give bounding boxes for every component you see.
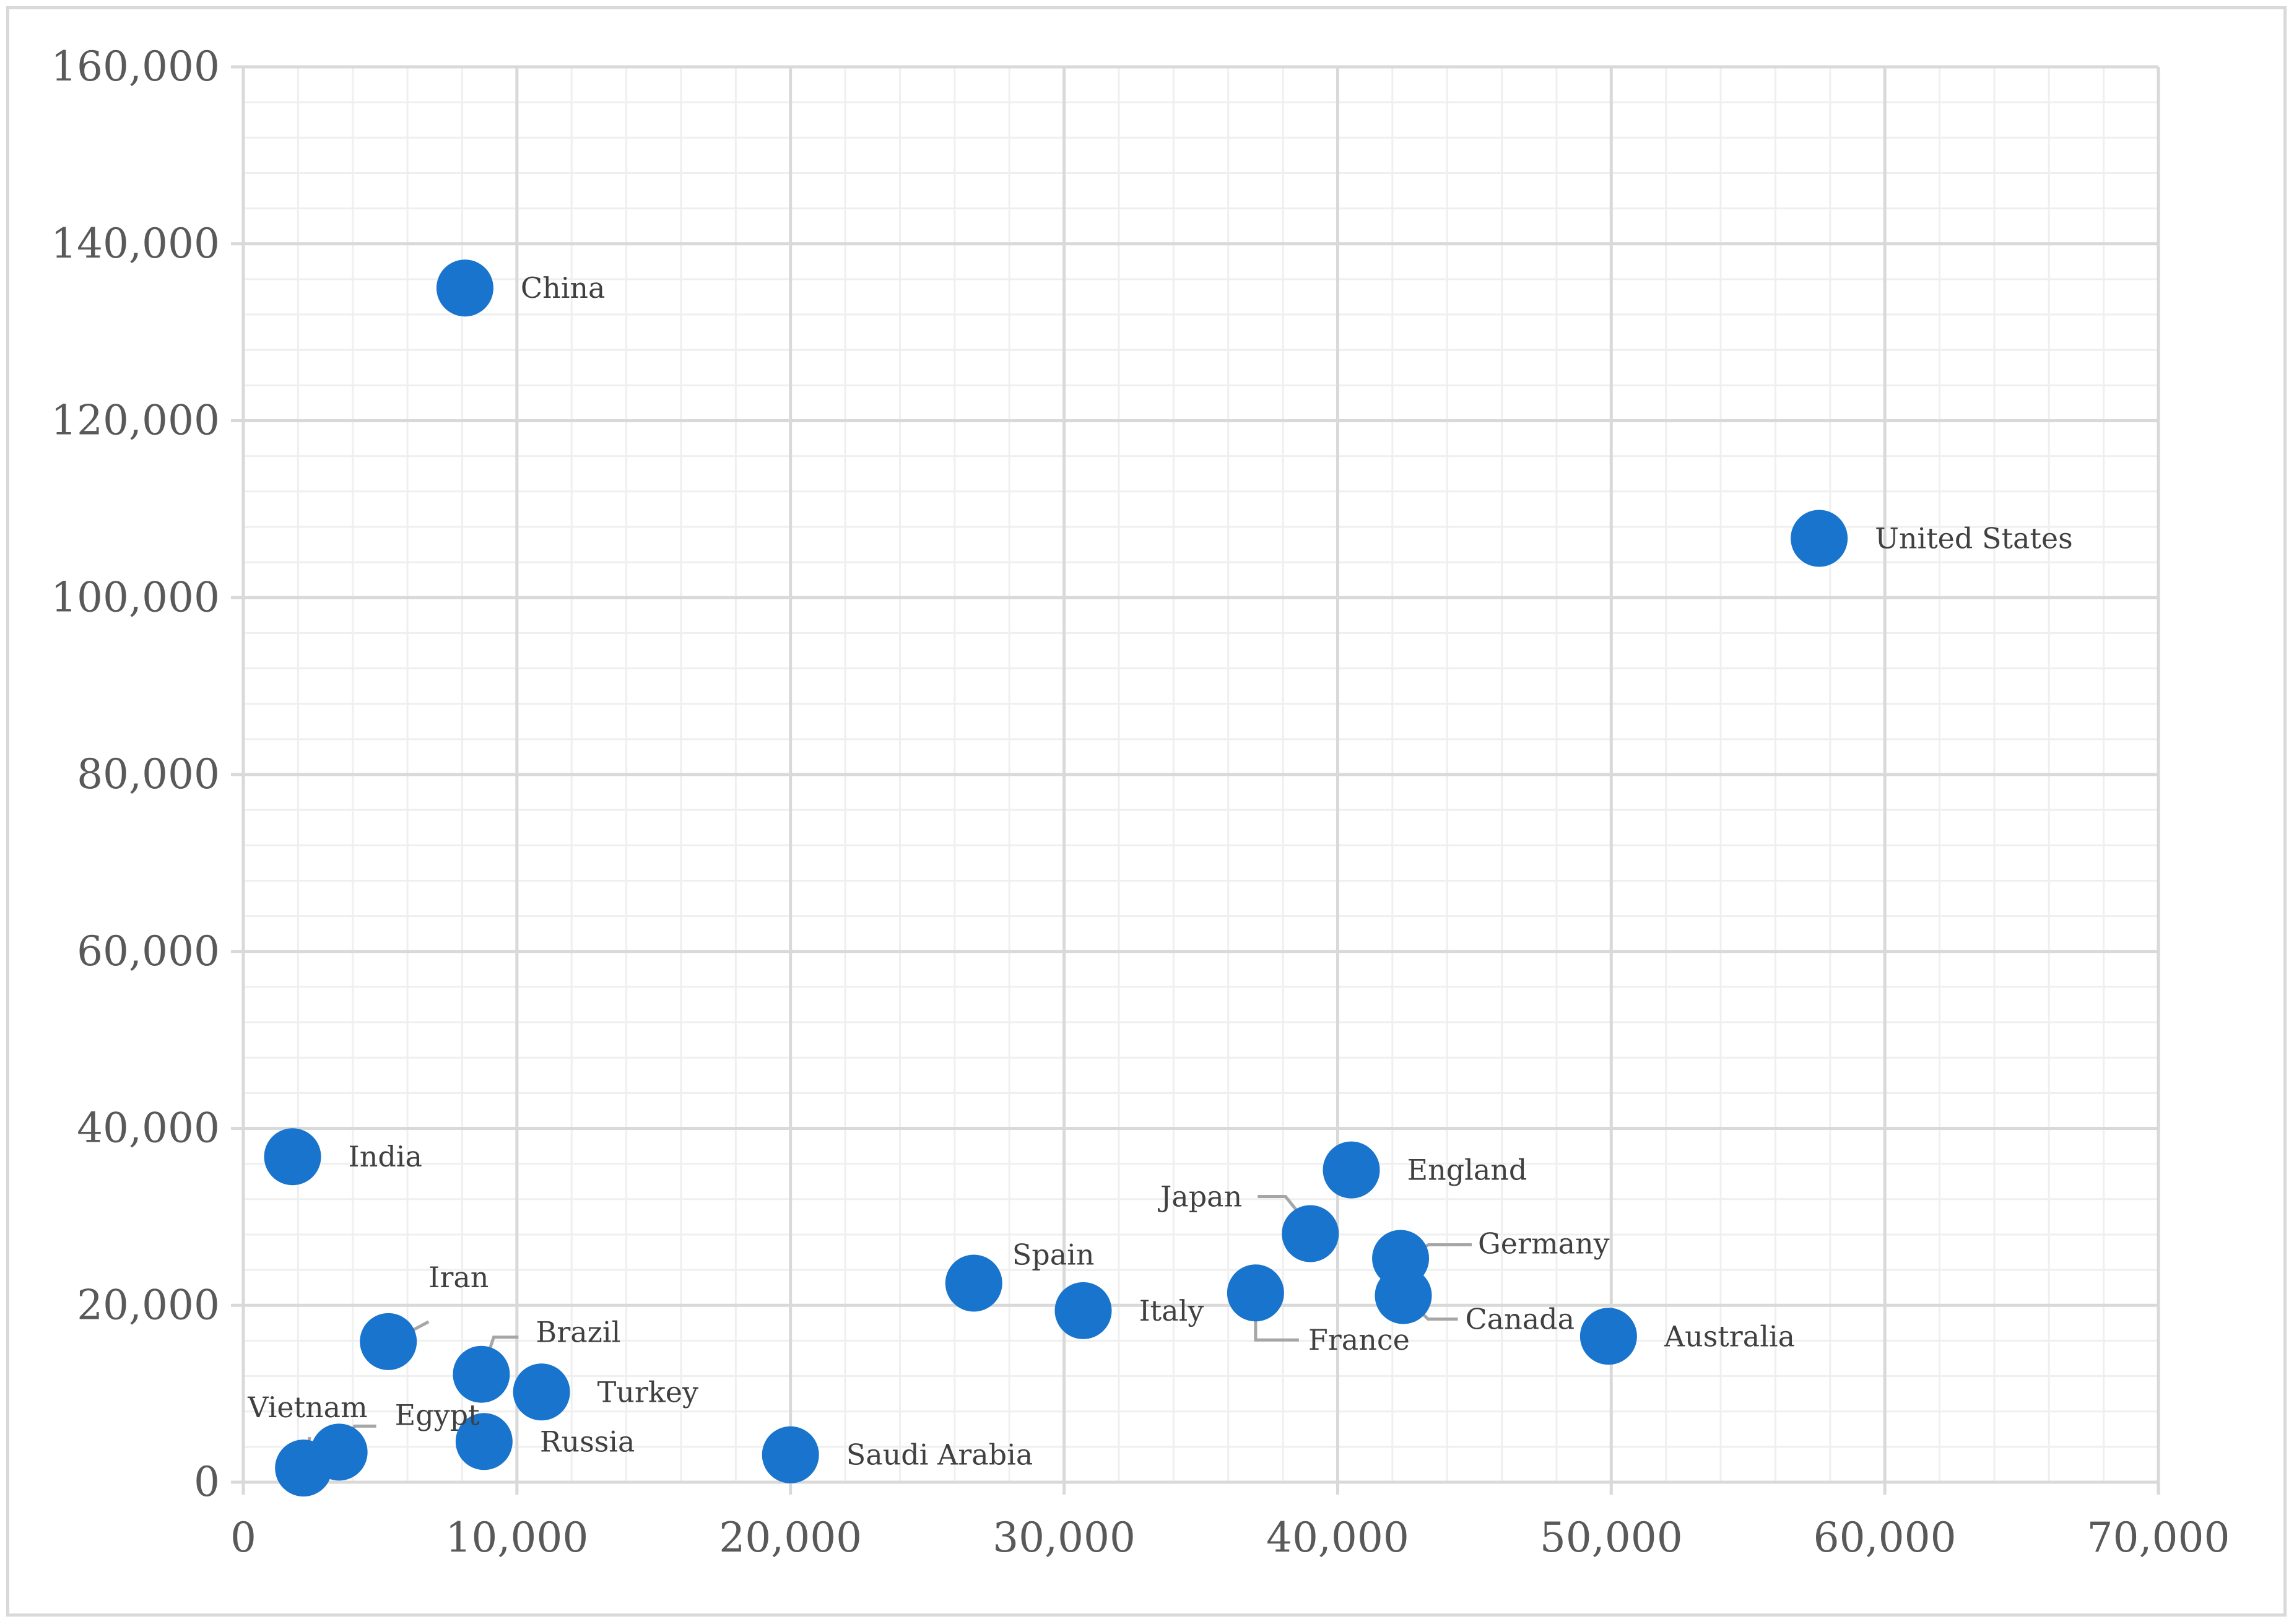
label-india: India xyxy=(349,1140,422,1173)
point-brazil xyxy=(453,1345,510,1403)
point-iran xyxy=(360,1313,417,1370)
label-spain: Spain xyxy=(1012,1238,1095,1272)
x-tick-label: 0 xyxy=(230,1514,256,1561)
label-iran: Iran xyxy=(428,1261,489,1294)
point-japan xyxy=(1282,1205,1339,1262)
data-labels: China United States India England Japan Germa… xyxy=(247,271,2073,1472)
label-russia: Russia xyxy=(540,1425,635,1458)
label-germany: Germany xyxy=(1478,1227,1610,1261)
label-china: China xyxy=(521,271,606,305)
y-tick-label: 20,000 xyxy=(77,1281,220,1329)
point-italy xyxy=(1054,1282,1112,1339)
x-tick-label: 60,000 xyxy=(1814,1514,1957,1561)
point-saudi-arabia xyxy=(762,1426,819,1483)
y-tick-label: 80,000 xyxy=(77,750,220,798)
label-egypt: Egypt xyxy=(395,1398,480,1431)
label-france: France xyxy=(1308,1323,1410,1357)
point-australia xyxy=(1579,1308,1637,1365)
point-turkey xyxy=(513,1363,570,1421)
x-axis-tick-labels: 0 10,000 20,000 30,000 40,000 50,000 60,000 70,… xyxy=(230,1514,2230,1561)
label-turkey: Turkey xyxy=(597,1375,698,1409)
label-australia: Australia xyxy=(1664,1319,1795,1353)
y-tick-label: 60,000 xyxy=(77,927,220,975)
point-spain xyxy=(945,1254,1002,1312)
x-tick-label: 40,000 xyxy=(1266,1514,1409,1561)
label-japan: Japan xyxy=(1158,1180,1242,1214)
x-tick-label: 30,000 xyxy=(993,1514,1136,1561)
y-tick-label: 120,000 xyxy=(51,397,220,445)
point-china xyxy=(436,259,493,317)
y-tick-label: 160,000 xyxy=(51,43,220,90)
point-france xyxy=(1227,1264,1284,1322)
label-england: England xyxy=(1407,1153,1527,1187)
label-vietnam: Vietnam xyxy=(247,1391,368,1424)
point-vietnam xyxy=(275,1439,332,1497)
label-saudi-arabia: Saudi Arabia xyxy=(846,1438,1033,1472)
y-axis-tick-labels: 0 20,000 40,000 60,000 80,000 100,000 120,000 1… xyxy=(51,43,220,1506)
point-india xyxy=(264,1128,321,1186)
point-russia xyxy=(455,1413,513,1470)
y-tick-label: 100,000 xyxy=(51,573,220,621)
y-tick-label: 140,000 xyxy=(51,220,220,267)
label-brazil: Brazil xyxy=(536,1316,620,1349)
point-england xyxy=(1323,1141,1380,1199)
label-united-states: United States xyxy=(1875,522,2073,555)
x-tick-label: 20,000 xyxy=(719,1514,862,1561)
x-tick-label: 10,000 xyxy=(445,1514,588,1561)
label-italy: Italy xyxy=(1139,1294,1204,1327)
x-tick-label: 70,000 xyxy=(2087,1514,2230,1561)
point-canada xyxy=(1375,1267,1432,1324)
label-canada: Canada xyxy=(1465,1303,1575,1336)
x-tick-label: 50,000 xyxy=(1540,1514,1683,1561)
point-united-states xyxy=(1791,510,1848,567)
major-gridlines xyxy=(231,65,2160,1495)
data-points xyxy=(264,259,1848,1497)
y-tick-label: 40,000 xyxy=(77,1105,220,1152)
y-tick-label: 0 xyxy=(194,1458,220,1506)
